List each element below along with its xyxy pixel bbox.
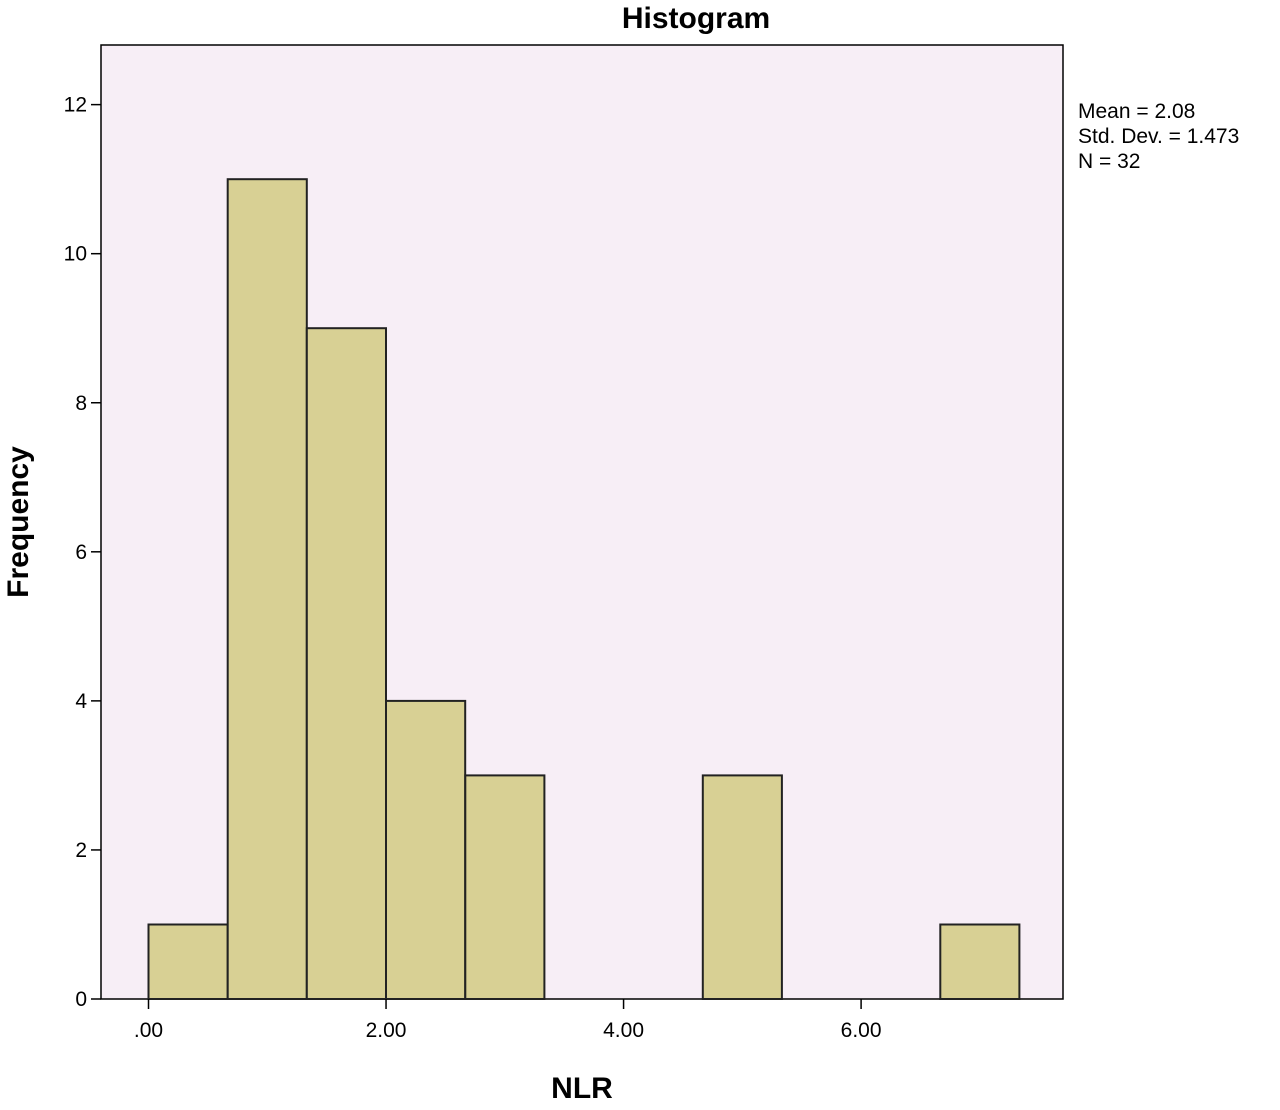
y-axis-label: Frequency (2, 446, 35, 598)
x-axis: .00 2.00 4.00 6.00 (134, 999, 882, 1042)
y-tick-label-4: 8 (75, 392, 87, 415)
x-tick-label-3: 6.00 (841, 1019, 882, 1042)
x-axis-label: NLR (551, 1072, 613, 1105)
stat-std-dev: Std. Dev. = 1.473 (1078, 125, 1239, 148)
y-axis: 0 2 4 6 8 10 12 (64, 94, 101, 1011)
y-tick-label-2: 4 (75, 690, 87, 713)
y-tick-label-6: 12 (64, 94, 87, 117)
histogram-bar-0 (147, 923, 229, 1000)
y-tick-label-0: 0 (75, 988, 87, 1011)
stat-mean: Mean = 2.08 (1078, 100, 1195, 123)
y-tick-label-1: 2 (75, 839, 87, 862)
histogram-bar-4 (464, 774, 546, 1001)
histogram-bar-10 (939, 923, 1021, 1000)
x-tick-label-0: .00 (134, 1019, 163, 1042)
stat-n: N = 32 (1078, 150, 1140, 173)
histogram-bar-2 (305, 327, 387, 1000)
histogram-bar-1 (226, 178, 308, 1000)
bars-group (147, 178, 1021, 1001)
histogram-bar-7 (701, 774, 783, 1001)
chart-title: Histogram (622, 2, 770, 35)
y-tick-label-5: 10 (64, 243, 87, 266)
x-tick-label-1: 2.00 (366, 1019, 407, 1042)
x-tick-label-2: 4.00 (603, 1019, 644, 1042)
summary-statistics: Mean = 2.08 Std. Dev. = 1.473 N = 32 (1078, 100, 1239, 173)
y-tick-label-3: 6 (75, 541, 87, 564)
histogram-bar-3 (385, 699, 467, 1001)
